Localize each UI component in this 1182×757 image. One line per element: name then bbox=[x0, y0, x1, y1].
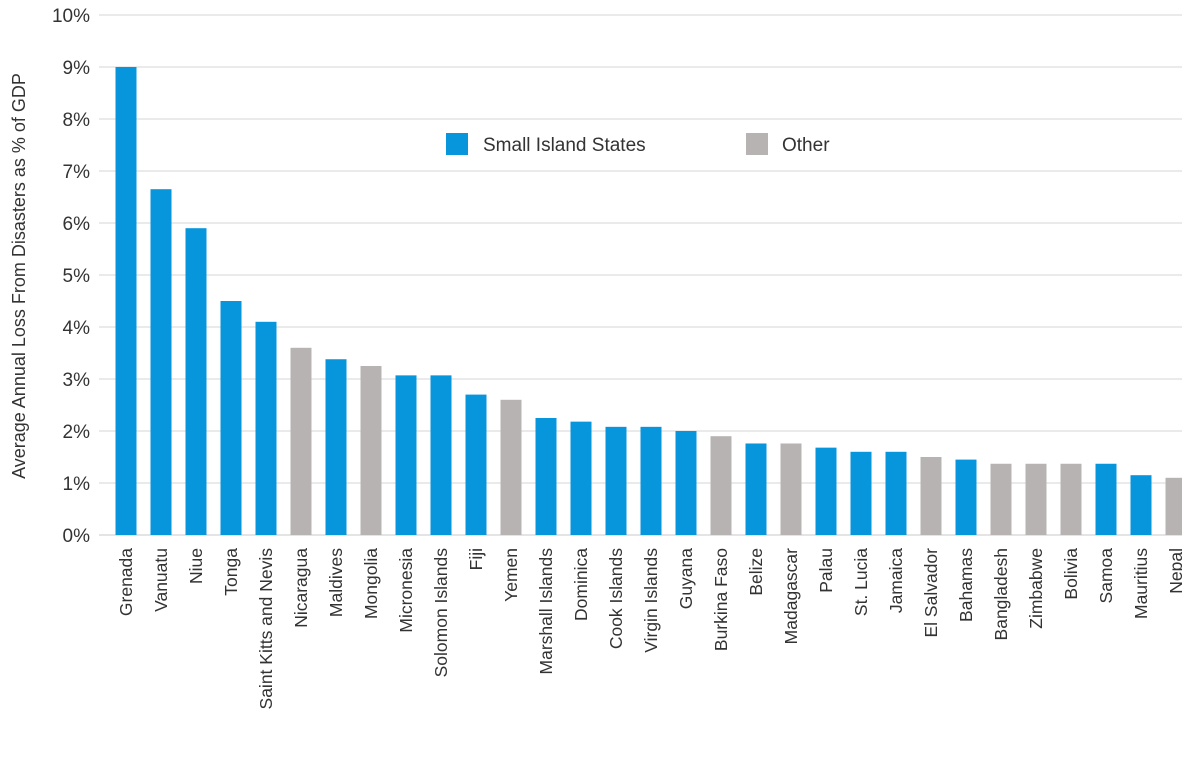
y-tick-label: 10% bbox=[52, 6, 90, 27]
legend-label-other: Other bbox=[782, 135, 830, 156]
x-tick-label-virgin-islands: Virgin Islands bbox=[641, 548, 661, 653]
bar-nepal bbox=[1165, 477, 1182, 535]
bar-st-lucia bbox=[850, 451, 872, 535]
legend-swatch-other bbox=[746, 133, 768, 155]
x-tick-label-jamaica: Jamaica bbox=[886, 548, 906, 613]
x-tick-label-micronesia: Micronesia bbox=[396, 548, 416, 633]
bar-samoa bbox=[1095, 463, 1117, 535]
y-axis-tick-labels: 0% 1% 2% 3% 4% 5% 6% 7% 8% 9% 10% bbox=[52, 6, 90, 547]
x-tick-label-niue: Niue bbox=[186, 548, 206, 584]
bar-marshall-islands bbox=[535, 418, 557, 535]
bar-jamaica bbox=[885, 451, 907, 535]
y-tick-label: 7% bbox=[63, 162, 91, 183]
x-tick-label-mauritius: Mauritius bbox=[1131, 548, 1151, 619]
bar-burkina-faso bbox=[710, 436, 732, 535]
bar-guyana bbox=[675, 431, 697, 535]
y-tick-label: 8% bbox=[63, 110, 91, 131]
bar-bangladesh bbox=[990, 463, 1012, 535]
x-tick-label-palau: Palau bbox=[816, 548, 836, 593]
y-tick-label: 4% bbox=[63, 318, 91, 339]
y-axis-label: Average Annual Loss From Disasters as % … bbox=[9, 73, 29, 479]
bar-vanuatu bbox=[150, 189, 172, 535]
bars bbox=[115, 67, 1182, 535]
bar-bahamas bbox=[955, 459, 977, 535]
x-tick-label-samoa: Samoa bbox=[1096, 548, 1116, 604]
x-tick-label-bangladesh: Bangladesh bbox=[991, 548, 1011, 640]
x-tick-label-saint-kitts-and-nevis: Saint Kitts and Nevis bbox=[256, 548, 276, 710]
bar-palau bbox=[815, 447, 837, 535]
x-tick-label-grenada: Grenada bbox=[116, 548, 136, 616]
x-tick-label-belize: Belize bbox=[746, 548, 766, 596]
legend: Small Island States Other bbox=[446, 133, 830, 156]
bar-solomon-islands bbox=[430, 375, 452, 535]
legend-swatch-small-island-states bbox=[446, 133, 468, 155]
legend-label-small-island-states: Small Island States bbox=[483, 135, 646, 156]
x-tick-label-guyana: Guyana bbox=[676, 548, 696, 610]
bar-saint-kitts-and-nevis bbox=[255, 321, 277, 535]
x-tick-label-yemen: Yemen bbox=[501, 548, 521, 602]
x-tick-label-bahamas: Bahamas bbox=[956, 548, 976, 622]
y-tick-label: 3% bbox=[63, 370, 91, 391]
bar-grenada bbox=[115, 67, 137, 535]
bar-dominica bbox=[570, 421, 592, 535]
x-tick-label-el-salvador: El Salvador bbox=[921, 548, 941, 638]
x-tick-label-madagascar: Madagascar bbox=[781, 548, 801, 644]
x-tick-label-bolivia: Bolivia bbox=[1061, 548, 1081, 600]
x-tick-label-marshall-islands: Marshall Islands bbox=[536, 548, 556, 675]
bar-mongolia bbox=[360, 366, 382, 535]
bar-bolivia bbox=[1060, 463, 1082, 535]
x-tick-label-tonga: Tonga bbox=[221, 548, 241, 596]
x-tick-label-st-lucia: St. Lucia bbox=[851, 548, 871, 616]
y-tick-label: 6% bbox=[63, 214, 91, 235]
bar-belize bbox=[745, 443, 767, 535]
y-tick-label: 9% bbox=[63, 58, 91, 79]
bar-tonga bbox=[220, 301, 242, 535]
x-tick-label-fiji: Fiji bbox=[466, 548, 486, 570]
bar-nicaragua bbox=[290, 347, 312, 535]
gridlines bbox=[99, 14, 1182, 536]
x-tick-label-vanuatu: Vanuatu bbox=[151, 548, 171, 612]
x-tick-label-cook-islands: Cook Islands bbox=[606, 548, 626, 649]
x-tick-label-maldives: Maldives bbox=[326, 548, 346, 617]
bar-zimbabwe bbox=[1025, 463, 1047, 535]
x-tick-label-zimbabwe: Zimbabwe bbox=[1026, 548, 1046, 629]
x-tick-label-dominica: Dominica bbox=[571, 548, 591, 621]
bar-mauritius bbox=[1130, 475, 1152, 535]
y-tick-label: 2% bbox=[63, 422, 91, 443]
bar-yemen bbox=[500, 399, 522, 535]
x-tick-label-burkina-faso: Burkina Faso bbox=[711, 548, 731, 651]
bar-cook-islands bbox=[605, 426, 627, 535]
y-tick-label: 0% bbox=[63, 526, 91, 547]
x-axis-category-labels: Grenada Vanuatu Niue Tonga Saint Kitts and N… bbox=[116, 548, 1182, 710]
x-tick-label-mongolia: Mongolia bbox=[361, 548, 381, 619]
y-tick-label: 1% bbox=[63, 474, 91, 495]
y-tick-label: 5% bbox=[63, 266, 91, 287]
x-tick-label-nepal: Nepal bbox=[1166, 548, 1182, 594]
bar-niue bbox=[185, 228, 207, 535]
bar-el-salvador bbox=[920, 457, 942, 535]
x-tick-label-solomon-islands: Solomon Islands bbox=[431, 548, 451, 678]
bar-virgin-islands bbox=[640, 426, 662, 535]
x-tick-label-nicaragua: Nicaragua bbox=[291, 548, 311, 628]
bar-maldives bbox=[325, 359, 347, 535]
bar-fiji bbox=[465, 394, 487, 535]
bar-micronesia bbox=[395, 375, 417, 535]
bar-madagascar bbox=[780, 443, 802, 535]
